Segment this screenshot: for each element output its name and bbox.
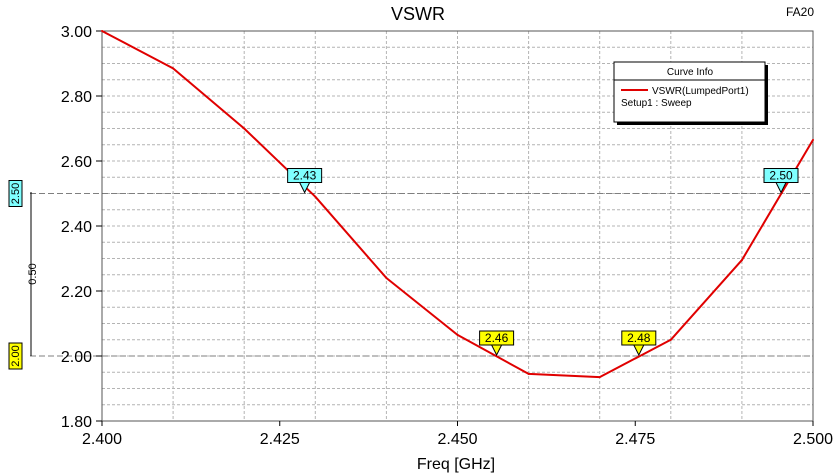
x-tick-label: 2.425 (260, 431, 300, 448)
marker: 2.48 (621, 330, 657, 357)
marker-label: 2.43 (293, 169, 317, 183)
series-point (456, 333, 459, 336)
marker-label: 2.46 (485, 331, 509, 345)
delta-bracket: 0.50 (27, 192, 39, 356)
delta-label: 0.50 (27, 263, 39, 284)
marker-label: 2.50 (769, 169, 793, 183)
y-tick-label: 1.80 (61, 414, 92, 431)
marker-pointer (632, 344, 645, 357)
series-point (314, 195, 317, 198)
y-tick-label: 3.00 (61, 24, 92, 41)
reference-tag-label: 2.00 (10, 345, 22, 366)
marker-label: 2.48 (627, 331, 651, 345)
x-tick-label: 2.450 (437, 431, 477, 448)
y-tick-label: 2.40 (61, 219, 92, 236)
chart-title: VSWR (391, 4, 445, 24)
y-tick-label: 2.60 (61, 154, 92, 171)
series-point (812, 138, 814, 141)
x-tick-label: 2.500 (793, 431, 833, 448)
y-tick-label: 2.00 (61, 349, 92, 366)
marker: 2.46 (479, 330, 515, 357)
series-point (385, 277, 388, 279)
series-layer (101, 30, 814, 379)
x-tick-label: 2.475 (615, 431, 655, 448)
x-tick-labels: 2.400 2.425 2.450 2.475 2.500 (82, 421, 833, 448)
marker-tag (287, 168, 323, 183)
reference-tag (8, 180, 23, 207)
markers: 2.43 2.46 2.48 2.50 (287, 168, 799, 357)
marker: 2.50 (763, 168, 799, 194)
y-tick-label: 2.80 (61, 89, 92, 106)
series-point (172, 67, 175, 70)
reference-lines: 2.50 2.00 (8, 180, 813, 370)
reference-tag (8, 342, 23, 370)
series-point (598, 376, 601, 379)
series-point (101, 30, 103, 32)
legend-entry: VSWR(LumpedPort1) (652, 86, 749, 97)
legend-subtitle: Setup1 : Sweep (621, 98, 692, 109)
x-axis-label: Freq [GHz] (417, 456, 495, 473)
series-point (740, 259, 743, 262)
y-tick-label: 2.20 (61, 284, 92, 301)
series-point (669, 338, 672, 341)
x-tick-label: 2.400 (82, 431, 122, 448)
legend[interactable]: Curve Info VSWR(LumpedPort1) Setup1 : Sw… (613, 61, 768, 125)
marker-tag (621, 330, 657, 346)
reference-tag-label: 2.50 (10, 183, 22, 204)
marker: 2.43 (287, 168, 323, 194)
marker-tag (479, 330, 515, 346)
series-point (527, 372, 530, 375)
legend-title: Curve Info (667, 67, 714, 78)
corner-label: FA20 (786, 5, 814, 19)
y-tick-labels: 1.80 2.00 2.20 2.40 2.60 2.80 3.00 (61, 24, 102, 431)
series-point (243, 127, 246, 130)
marker-tag (763, 168, 799, 183)
